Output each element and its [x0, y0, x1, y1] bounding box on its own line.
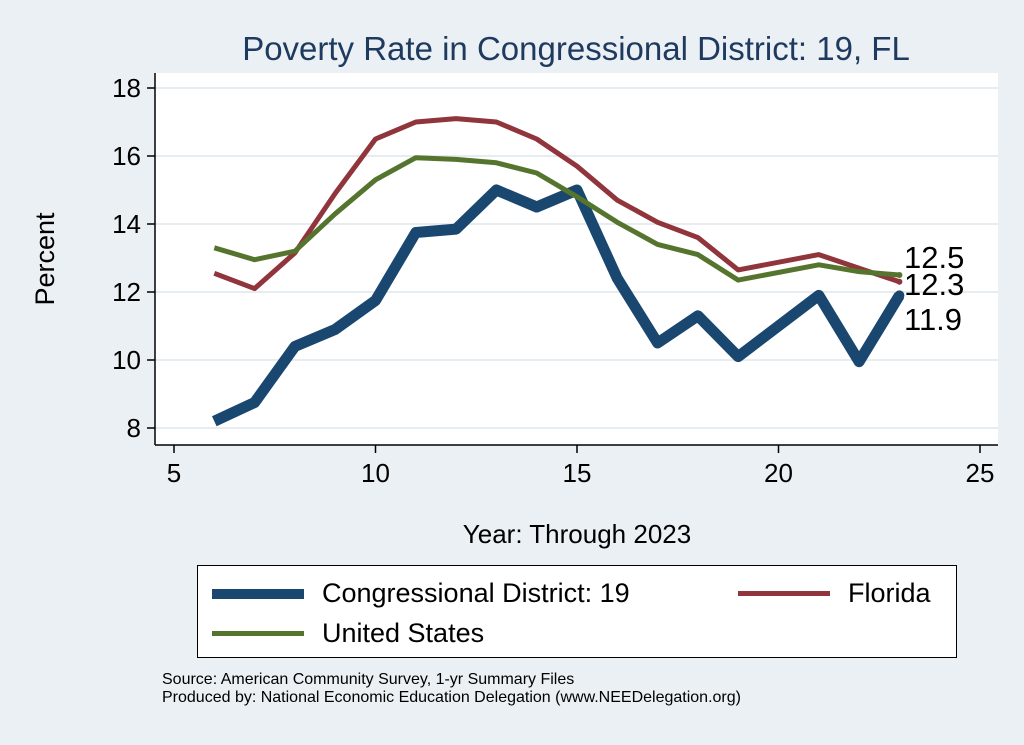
legend-label-district: Congressional District: 19	[322, 578, 630, 608]
gridlines	[155, 87, 998, 429]
legend-swatch-florida	[738, 591, 830, 596]
legend: Congressional District: 19 Florida Unite…	[197, 565, 957, 658]
series-line-1	[213, 116, 901, 292]
axes: 8 10 12 14 16 18 5 10 15 20 25	[112, 73, 998, 488]
legend-label-us: United States	[322, 618, 485, 648]
end-label-1: 12.3	[904, 267, 964, 302]
chart-title: Poverty Rate in Congressional District: …	[242, 30, 910, 67]
y-tick-label-14: 14	[112, 209, 141, 239]
y-tick-label-12: 12	[112, 277, 141, 307]
legend-item-florida: Florida	[738, 578, 931, 609]
legend-label-florida: Florida	[848, 578, 931, 608]
x-tick-label-20: 20	[764, 458, 793, 488]
x-tick-label-10: 10	[361, 458, 390, 488]
x-tick-label-5: 5	[167, 458, 181, 488]
y-axis-label: Percent	[30, 212, 60, 306]
y-tick-label-8: 8	[127, 413, 141, 443]
x-tick-label-15: 15	[563, 458, 592, 488]
series-endpoint-2	[896, 272, 903, 278]
source-note: Source: American Community Survey, 1-yr …	[162, 671, 741, 707]
series-endpoint-0	[894, 290, 905, 301]
data-series	[211, 116, 905, 427]
series-line-2	[213, 155, 900, 283]
legend-item-district: Congressional District: 19	[212, 578, 630, 609]
legend-swatch-district	[212, 588, 304, 599]
legend-item-us: United States	[212, 618, 484, 649]
series-line-0	[211, 184, 905, 427]
end-labels: 11.912.312.5	[904, 240, 964, 337]
producer-line: Produced by: National Economic Education…	[162, 689, 741, 706]
end-label-2: 12.5	[904, 240, 964, 275]
end-label-0: 11.9	[904, 302, 962, 337]
plot-area	[155, 73, 998, 445]
legend-swatch-us	[212, 631, 304, 636]
series-endpoint-1	[896, 278, 903, 285]
y-tick-label-18: 18	[112, 73, 141, 103]
source-line: Source: American Community Survey, 1-yr …	[162, 671, 575, 688]
y-tick-label-16: 16	[112, 141, 141, 171]
y-tick-label-10: 10	[112, 345, 141, 375]
x-axis-label: Year: Through 2023	[463, 519, 691, 549]
x-tick-label-25: 25	[966, 458, 995, 488]
